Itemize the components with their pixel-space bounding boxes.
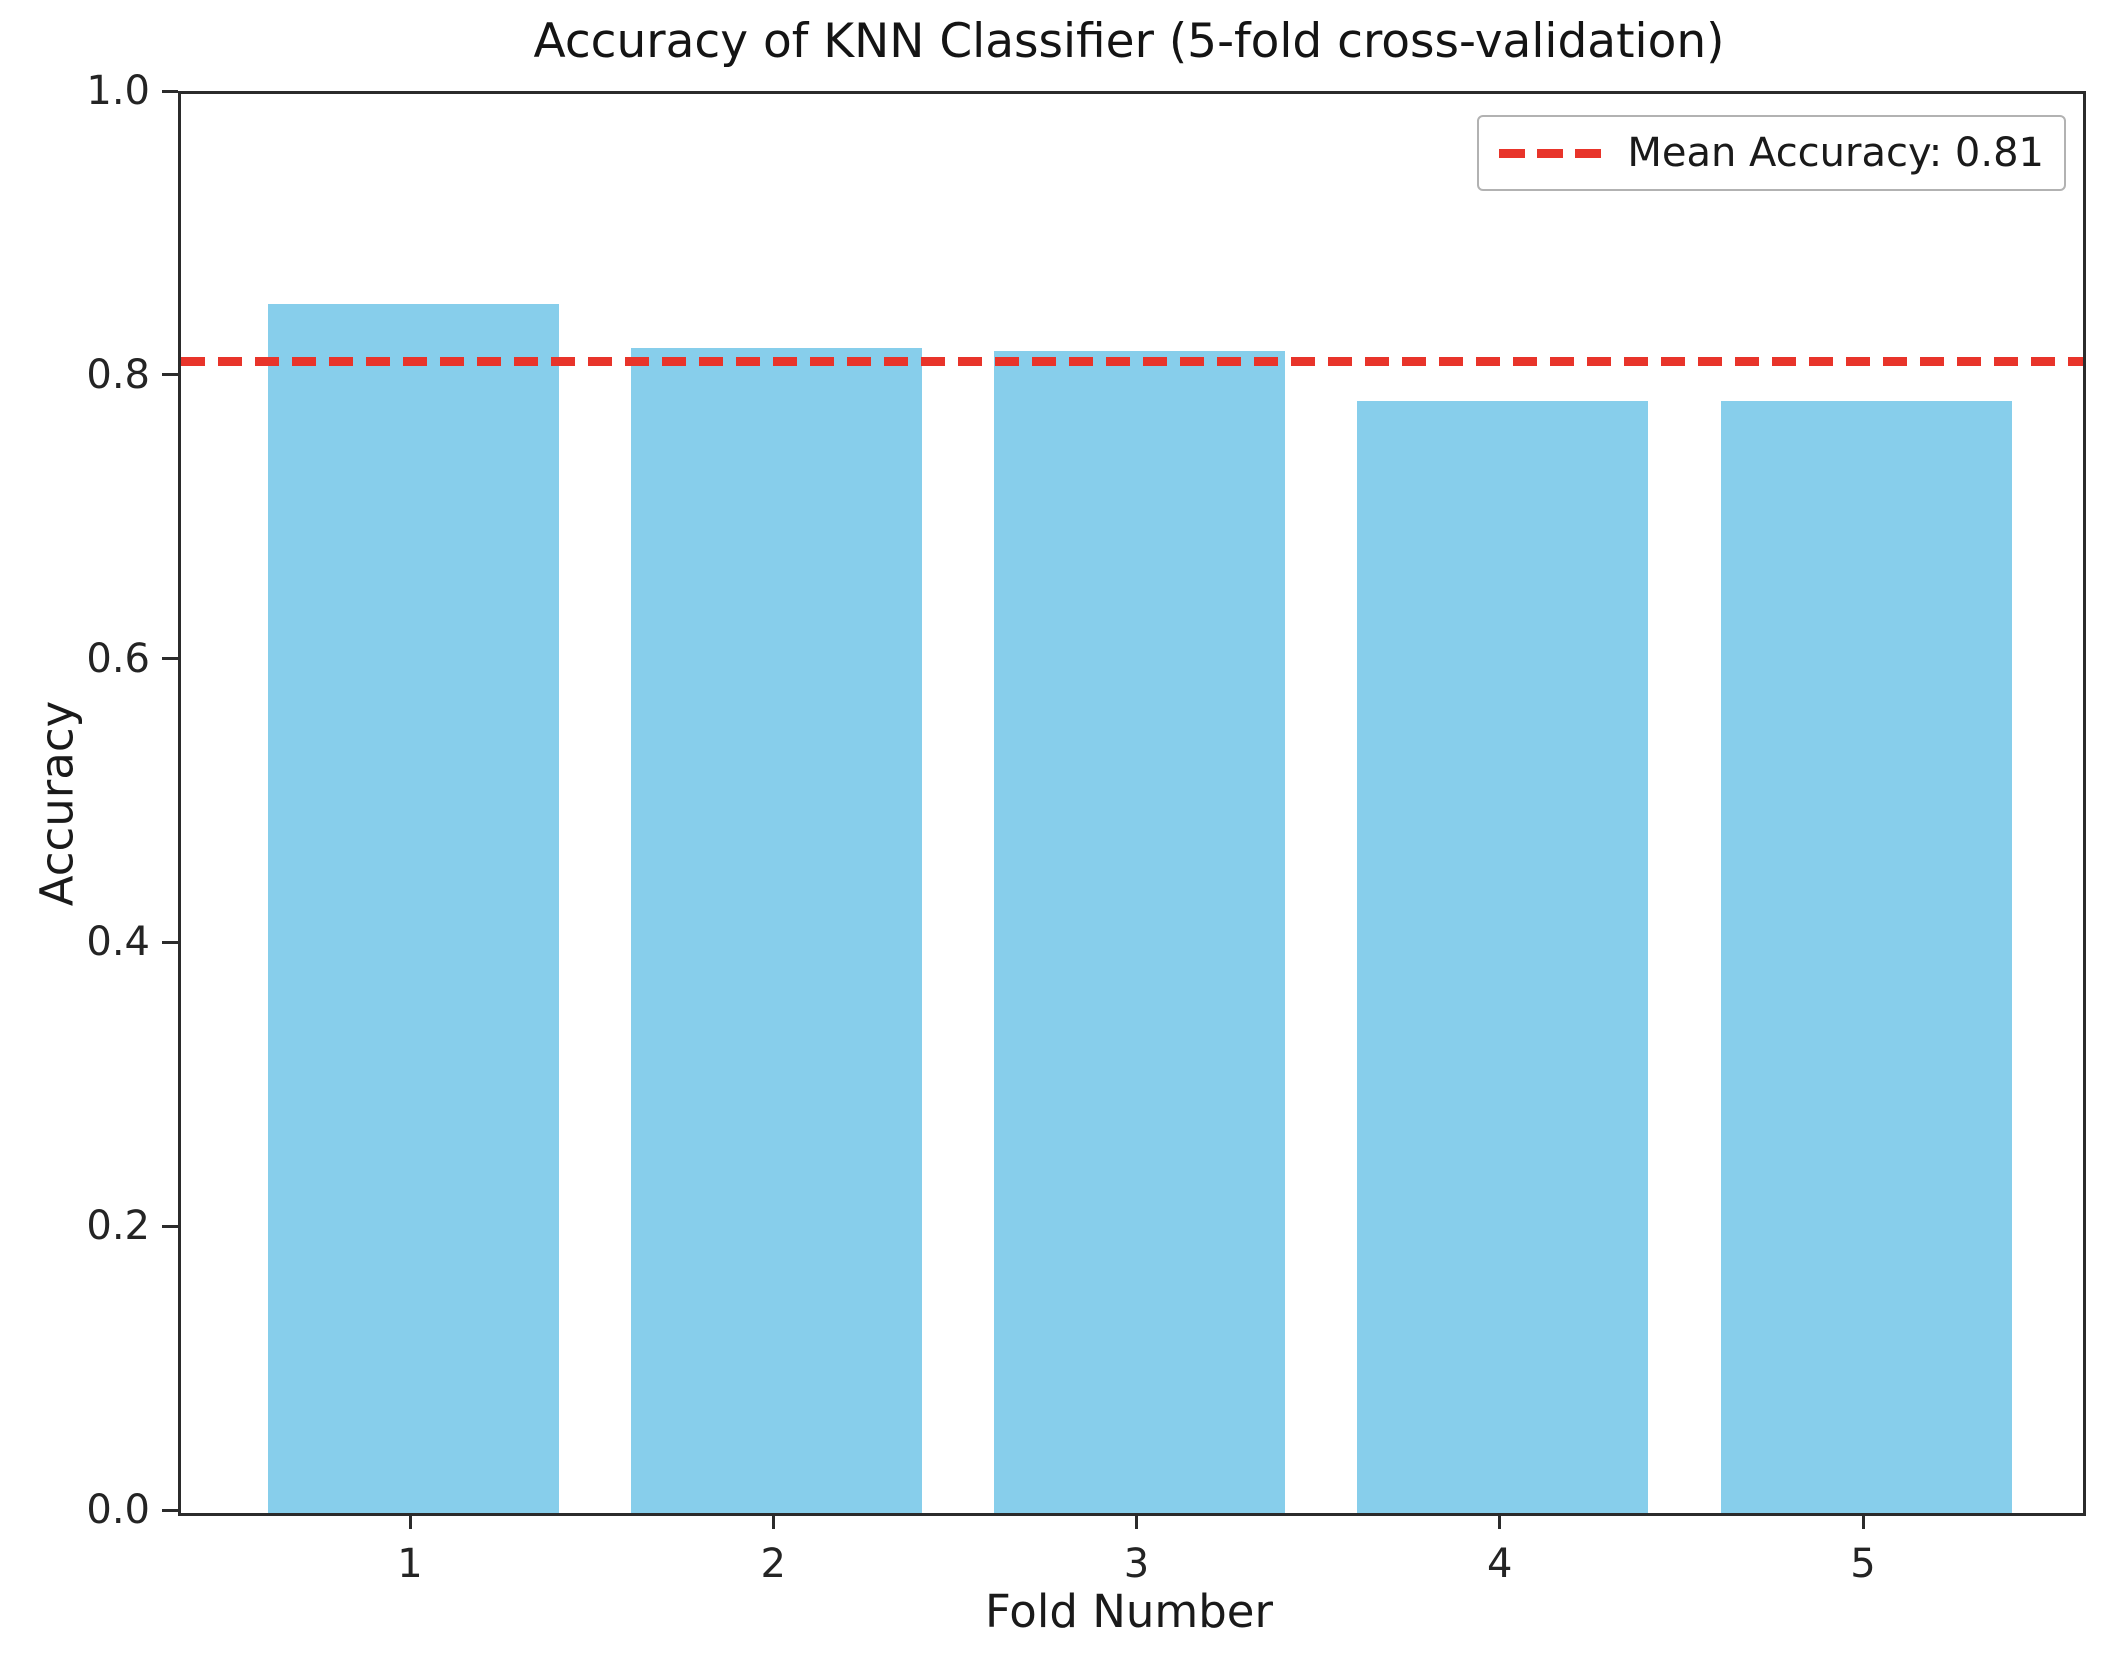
y-tick-label-0.6: 0.6 <box>86 635 150 682</box>
legend-label: Mean Accuracy: 0.81 <box>1627 130 2044 176</box>
y-tick-label-0.0: 0.0 <box>86 1487 150 1533</box>
bar-fold-2 <box>630 348 922 1513</box>
x-tick-label-5: 5 <box>1850 1541 1876 1587</box>
y-tick-mark-0.0 <box>162 1508 178 1512</box>
x-tick-mark-1 <box>408 1513 412 1529</box>
bar-fold-5 <box>1720 400 2012 1513</box>
y-tick-label-1.0: 1.0 <box>86 68 150 114</box>
y-tick-mark-0.6 <box>162 657 178 661</box>
chart-title: Accuracy of KNN Classifier (5-fold cross… <box>533 14 1725 69</box>
y-tick-mark-1.0 <box>162 89 178 93</box>
x-tick-label-3: 3 <box>1123 1541 1150 1587</box>
bar-fold-1 <box>267 304 559 1513</box>
x-tick-mark-2 <box>771 1513 775 1529</box>
bar-fold-3 <box>994 350 1285 1513</box>
y-axis-label: Accuracy <box>30 700 84 907</box>
y-tick-mark-0.8 <box>162 373 178 377</box>
x-tick-label-4: 4 <box>1487 1541 1513 1587</box>
y-tick-label-0.4: 0.4 <box>86 919 150 966</box>
x-axis-label: Fold Number <box>985 1585 1273 1638</box>
x-tick-mark-3 <box>1135 1513 1138 1529</box>
legend: Mean Accuracy: 0.81 <box>1477 115 2066 191</box>
y-tick-mark-0.2 <box>162 1224 178 1228</box>
x-tick-label-1: 1 <box>397 1541 423 1587</box>
dashed-line-icon <box>1499 148 1602 158</box>
y-tick-label-0.8: 0.8 <box>86 351 150 398</box>
plot-area: Mean Accuracy: 0.81 <box>178 91 2086 1516</box>
x-tick-label-2: 2 <box>760 1541 786 1587</box>
x-tick-mark-5 <box>1861 1513 1865 1529</box>
y-tick-label-0.2: 0.2 <box>86 1203 150 1250</box>
y-tick-mark-0.4 <box>162 940 178 944</box>
mean-accuracy-line <box>181 356 2083 366</box>
x-tick-mark-4 <box>1498 1513 1502 1529</box>
bar-fold-4 <box>1357 400 1649 1513</box>
